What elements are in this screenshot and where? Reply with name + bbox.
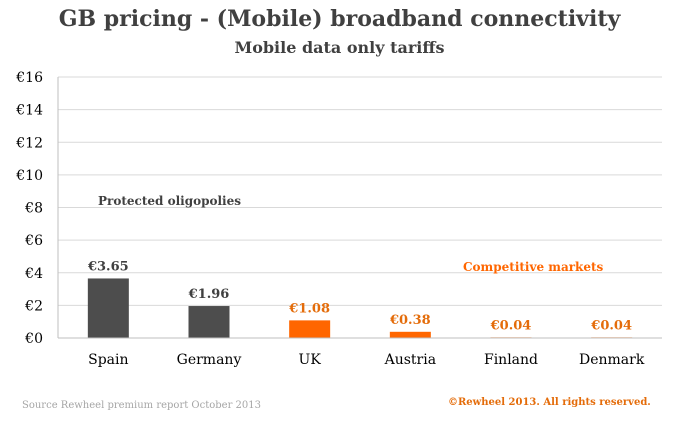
- data-label: €0.04: [590, 318, 632, 333]
- annotation: Competitive markets: [463, 260, 604, 274]
- x-tick-label: Spain: [88, 352, 128, 368]
- y-tick-label: €2: [24, 298, 43, 314]
- bar: [188, 306, 230, 338]
- y-tick-label: €8: [24, 201, 43, 217]
- y-tick-label: €4: [24, 266, 43, 282]
- chart-subtitle: Mobile data only tariffs: [234, 38, 445, 57]
- x-tick-label: Denmark: [579, 352, 645, 368]
- data-label: €0.38: [389, 313, 431, 328]
- y-tick-label: €12: [15, 135, 43, 151]
- x-tick-label: Germany: [177, 352, 242, 368]
- y-tick-label: €16: [15, 70, 43, 86]
- source-note: Source Rewheel premium report October 20…: [22, 400, 261, 411]
- x-tick-label: Finland: [484, 352, 538, 368]
- data-label: €1.96: [188, 287, 230, 302]
- y-tick-label: €6: [24, 233, 43, 249]
- chart-title: GB pricing - (Mobile) broadband connecti…: [58, 6, 621, 32]
- y-tick-label: €14: [15, 103, 43, 119]
- x-tick-label: UK: [299, 352, 322, 368]
- annotation: Protected oligopolies: [98, 194, 241, 208]
- data-label: €1.08: [288, 301, 330, 316]
- y-tick-label: €10: [15, 168, 43, 184]
- data-label: €0.04: [490, 318, 532, 333]
- bar: [87, 278, 129, 338]
- data-label: €3.65: [87, 259, 129, 274]
- copyright-note: ©Rewheel 2013. All rights reserved.: [448, 397, 651, 408]
- bar: [289, 320, 331, 338]
- y-tick-label: €0: [24, 331, 43, 347]
- bar: [389, 331, 431, 338]
- x-tick-label: Austria: [384, 352, 436, 368]
